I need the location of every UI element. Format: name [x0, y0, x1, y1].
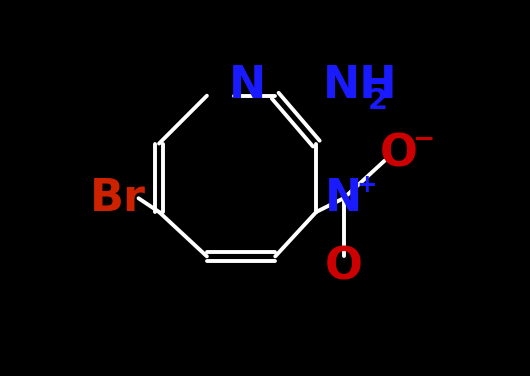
Text: +: +: [357, 173, 377, 197]
Text: N: N: [325, 177, 362, 220]
Text: O: O: [325, 245, 363, 288]
Text: −: −: [413, 126, 435, 152]
Text: N: N: [229, 64, 267, 107]
Text: Br: Br: [90, 177, 146, 220]
Text: 2: 2: [368, 87, 387, 115]
Text: O: O: [379, 132, 417, 175]
Text: NH: NH: [323, 64, 398, 107]
